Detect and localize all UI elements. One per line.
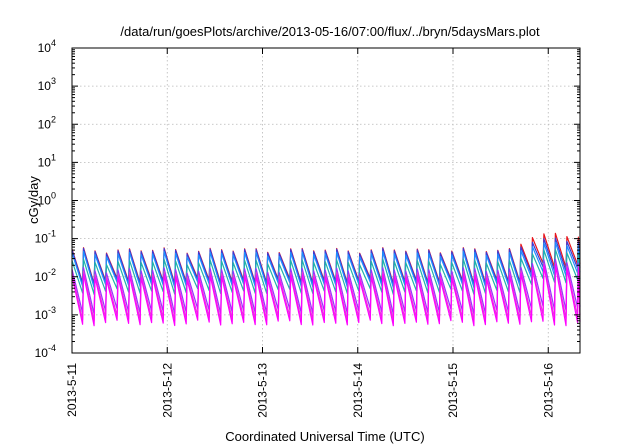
y-tick-labels: 10-4 10-3 10-2 10-1 100 101 102 103 104 (35, 38, 56, 360)
y-tick-label: 10-3 (35, 305, 56, 322)
x-tick-label: 2013-5-13 (256, 363, 270, 418)
x-tick-label: 2013-5-14 (351, 363, 365, 418)
x-tick-label: 2013-5-16 (541, 363, 555, 418)
y-tick-label: 10-2 (35, 267, 56, 284)
y-tick-label: 10-4 (35, 343, 56, 360)
x-tick-label: 2013-5-11 (65, 363, 79, 417)
x-tick-labels: 2013-5-11 2013-5-12 2013-5-13 2013-5-14 2013… (65, 363, 555, 418)
series-line (71, 262, 581, 322)
series-group (71, 232, 581, 327)
x-axis-label: Coordinated Universal Time (UTC) (225, 429, 424, 444)
series-line (71, 264, 581, 327)
y-axis-label: cGy/day (26, 176, 41, 224)
grid (72, 48, 580, 353)
series-line (71, 241, 581, 289)
y-tick-label: 10-1 (35, 229, 56, 246)
series-line (71, 258, 581, 315)
y-tick-label: 102 (38, 114, 56, 131)
y-tick-label: 101 (38, 152, 56, 169)
y-tick-label: 104 (38, 38, 56, 55)
x-tick-label: 2013-5-12 (160, 363, 174, 418)
chart-title: /data/run/goesPlots/archive/2013-05-16/0… (120, 24, 540, 39)
series-line (71, 248, 581, 295)
x-tick-label: 2013-5-15 (446, 363, 460, 418)
series-line (71, 237, 581, 286)
ticks (71, 47, 580, 354)
y-tick-label: 103 (38, 76, 56, 93)
y-tick-label: 100 (38, 191, 56, 208)
